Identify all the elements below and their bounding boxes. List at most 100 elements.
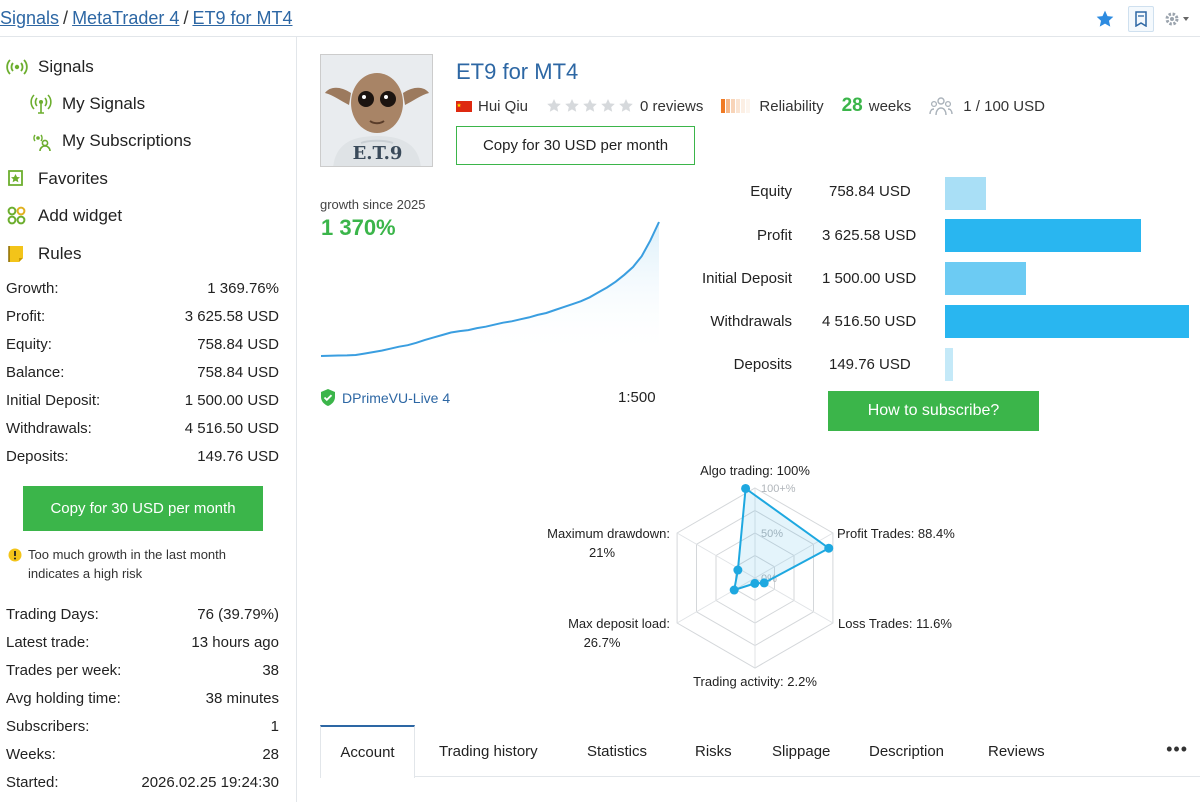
reliability: Reliability [721,98,824,115]
signal-meta: Hui Qiu 0 reviews Reliability 28 weeks 1… [456,95,1063,116]
leverage: 1:500 [618,389,656,406]
radar-point-5 [733,565,743,575]
sidebar-item-add-widget[interactable]: Add widget [6,206,122,226]
bar-label-withdrawals: Withdrawals [710,313,792,330]
stat-balance: Balance: 758.84 USD [6,364,279,381]
subscriptions-icon [33,134,51,151]
stat-profit: Profit: 3 625.58 USD [6,308,279,325]
radar-point-3 [750,578,760,588]
radar-label-2: Loss Trades: 11.6% [838,616,952,631]
breadcrumb: Signals / MetaTrader 4/ET9 for MT4 [0,8,293,28]
radar-label-0: Algo trading: 100% [700,463,810,478]
stat-avg-holding: Avg holding time: 38 minutes [6,690,279,707]
bar-withdrawals [945,305,1189,338]
signal-avatar: E.T.9 [320,54,433,167]
stat-trades-per-week: Trades per week: 38 [6,662,279,679]
radar-tick: 50% [761,528,783,540]
stat-started: Started: 2026.02.25 19:24:30 [6,774,279,791]
warning-icon [8,548,22,562]
stat-equity: Equity: 758.84 USD [6,336,279,353]
subscribers-icon [929,97,953,116]
more-tabs-icon[interactable]: ••• [1166,739,1188,759]
radar-label-4: Max deposit load: [568,616,670,631]
tab-risks[interactable]: Risks [695,742,732,760]
favorites-icon [8,170,23,186]
breadcrumb-signals[interactable]: Signals [0,8,60,28]
risk-warning: Too much growth in the last month indica… [8,545,278,583]
breadcrumb-current[interactable]: ET9 for MT4 [192,8,293,28]
breadcrumb-metatrader[interactable]: MetaTrader 4 [72,8,180,28]
bar-profit [945,219,1141,252]
rating[interactable]: 0 reviews [546,98,703,115]
verified-shield-icon [321,389,335,406]
weeks: 28 weeks [841,95,912,116]
gear-icon[interactable] [1164,6,1190,32]
bar-value-deposits: 149.76 USD [829,356,911,373]
tab-reviews[interactable]: Reviews [988,742,1045,760]
star-icon[interactable] [1092,6,1118,32]
star-rating-icon [547,99,633,112]
stat-weeks: Weeks: 28 [6,746,279,763]
copy-signal-button[interactable]: Copy for 30 USD per month [456,126,695,165]
sidebar-item-favorites[interactable]: Favorites [6,169,108,189]
growth-value: 1 370% [321,215,396,240]
bar-value-profit: 3 625.58 USD [822,227,917,244]
stat-trading-days: Trading Days: 76 (39.79%) [6,606,279,623]
growth-label: growth since 2025 [320,197,426,212]
radar-point-2 [759,578,769,588]
stat-subscribers: Subscribers: 1 [6,718,279,735]
widget-icon [7,206,26,225]
reliability-icon [721,99,751,113]
rules-icon [8,246,23,262]
copy-subscribe-button[interactable]: Copy for 30 USD per month [23,486,263,531]
radar-point-4 [729,585,739,595]
signal-icon [6,59,28,75]
china-flag-icon [456,100,472,112]
radar-value-5: 21% [589,545,615,560]
page-title: ET9 for MT4 [456,59,579,84]
subscribers: 1 / 100 USD [929,96,1045,116]
bar-equity [945,177,986,210]
stat-initial-deposit: Initial Deposit: 1 500.00 USD [6,392,279,409]
radar-value-4: 26.7% [584,635,621,650]
tab-statistics[interactable]: Statistics [587,742,648,760]
top-bar: Signals / MetaTrader 4/ET9 for MT4 [0,0,1200,37]
bar-value-equity: 758.84 USD [829,183,911,200]
stat-deposits: Deposits: 149.76 USD [6,448,279,465]
sidebar-item-my-signals[interactable]: My Signals [30,94,145,114]
sidebar-item-signals[interactable]: Signals [6,57,94,77]
bar-label-initial-deposit: Initial Deposit [701,270,792,287]
avatar-shirt-text: E.T.9 [352,143,403,164]
tab-bar: Account Trading history Statistics Risks… [320,725,1200,778]
stat-growth: Growth: 1 369.76% [6,280,279,297]
tab-slippage[interactable]: Slippage [772,742,831,760]
radar-label-3: Trading activity: 2.2% [693,674,817,689]
bookmark-icon[interactable] [1128,6,1154,32]
radar-spoke [754,532,834,579]
tab-account[interactable]: Account [320,725,415,778]
sidebar-item-rules[interactable]: Rules [6,244,81,264]
growth-chart [320,221,660,357]
radar-tick: 100+% [761,483,796,495]
top-actions [1092,6,1190,32]
sidebar: Signals My Signals My Subscriptions Favo… [0,37,297,802]
bar-value-withdrawals: 4 516.50 USD [822,313,917,330]
growth-line [320,221,660,357]
sidebar-item-my-subscriptions[interactable]: My Subscriptions [30,131,191,151]
how-to-subscribe-button[interactable]: How to subscribe? [828,391,1039,431]
tab-description[interactable]: Description [869,742,945,760]
stat-withdrawals: Withdrawals: 4 516.50 USD [6,420,279,437]
author[interactable]: Hui Qiu [456,98,528,115]
radar-point-0 [741,483,751,493]
server[interactable]: DPrimeVU-Live 4 [320,389,450,406]
stat-latest-trade: Latest trade: 13 hours ago [6,634,279,651]
radar-spoke [754,577,834,624]
radar-chart: 100+%50%0%Algo trading: 100%Profit Trade… [547,463,955,689]
radar-spoke [676,577,756,624]
radar-label-1: Profit Trades: 88.4% [837,526,955,541]
growth-area [321,222,659,356]
bar-label-equity: Equity [750,183,792,200]
bar-value-initial-deposit: 1 500.00 USD [822,270,917,287]
my-signals-icon [30,94,52,114]
tab-trading-history[interactable]: Trading history [439,742,538,760]
